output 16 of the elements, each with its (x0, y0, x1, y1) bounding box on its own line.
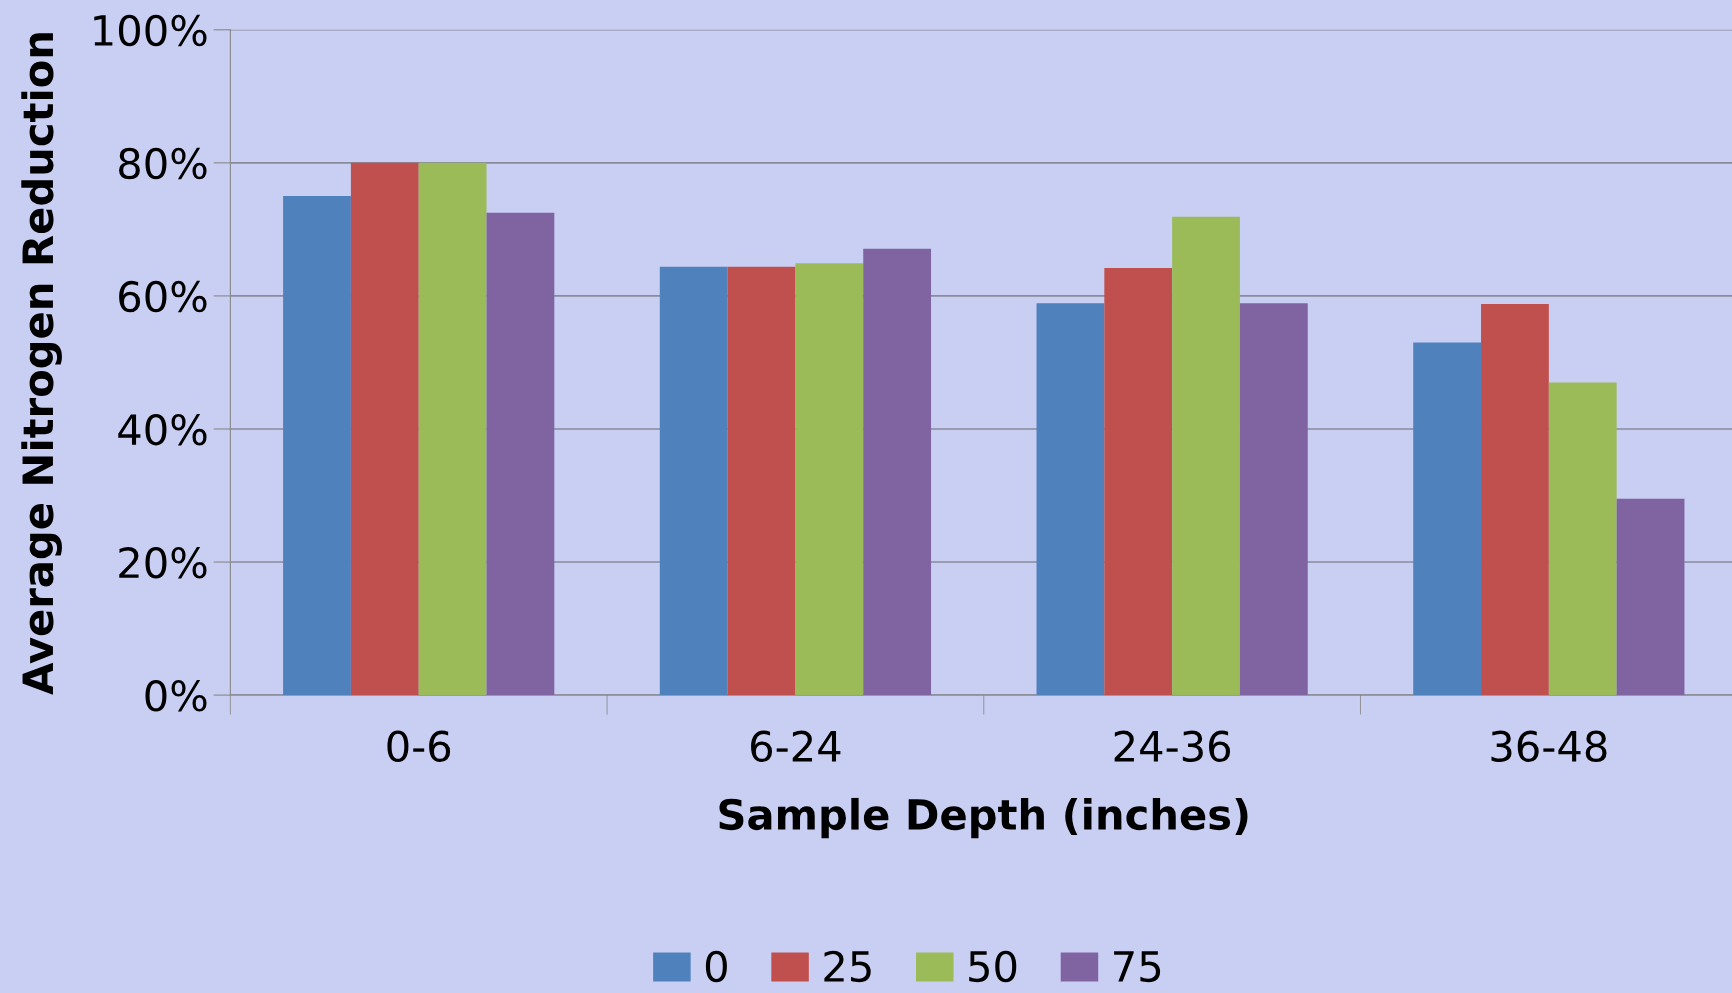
legend-label: 75 (1114, 951, 1161, 983)
x-tick-label: 6-24 (751, 730, 841, 763)
y-axis-title: Average Nitrogen Reduction (21, 33, 62, 695)
legend-label: 0 (705, 950, 727, 983)
x-tick-label: 36-48 (1491, 730, 1607, 763)
x-axis-title: Sample Depth (inches) (719, 797, 1248, 839)
y-tick-label: 80% (119, 147, 207, 180)
x-tick-label: 24-36 (1114, 730, 1231, 763)
x-tick-label: 0-6 (387, 730, 451, 763)
y-tick-label: 20% (119, 546, 207, 579)
legend-label: 25 (824, 950, 871, 983)
legend-label: 50 (969, 950, 1017, 983)
y-tick-label: 60% (119, 280, 207, 313)
y-tick-label: 0% (145, 680, 207, 712)
y-tick-label: 100% (94, 14, 207, 47)
y-tick-label: 40% (118, 413, 207, 446)
